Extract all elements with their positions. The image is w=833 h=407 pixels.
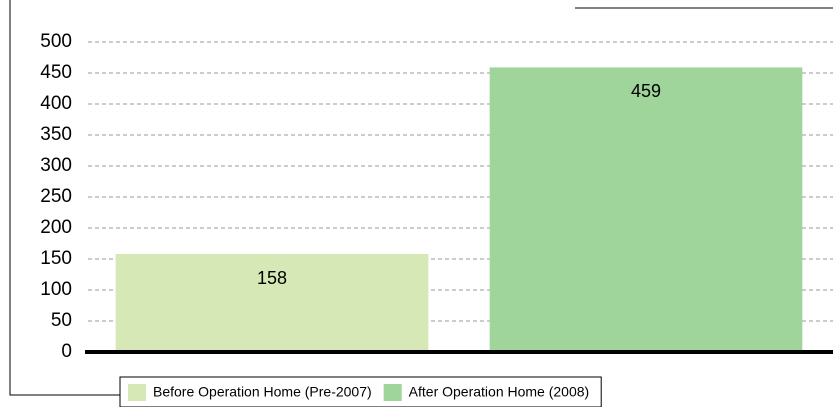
y-tick-label: 0 — [61, 341, 72, 362]
frame — [9, 0, 120, 396]
bar — [115, 254, 429, 352]
legend-swatch — [128, 384, 146, 401]
legend-swatch — [383, 384, 402, 401]
y-tick-label: 200 — [40, 217, 72, 238]
value-label: 459 — [631, 81, 661, 101]
value-label: 158 — [257, 268, 287, 288]
legend-label: Before Operation Home (Pre-2007) — [153, 384, 372, 400]
legend-label: After Operation Home (2008) — [409, 384, 590, 400]
y-tick-label: 100 — [40, 279, 72, 300]
y-tick-label: 150 — [40, 248, 72, 269]
y-tick-label: 500 — [40, 31, 72, 52]
legend-box — [119, 376, 602, 407]
y-tick-label: 400 — [40, 93, 72, 114]
bar — [489, 67, 803, 353]
y-tick-label: 250 — [40, 186, 72, 207]
legend: Before Operation Home (Pre-2007) After Op… — [119, 376, 602, 407]
y-tick-label: 50 — [51, 310, 72, 331]
y-tick-label: 450 — [40, 62, 72, 83]
y-tick-label: 300 — [40, 155, 72, 176]
y-tick-label: 350 — [40, 124, 72, 145]
